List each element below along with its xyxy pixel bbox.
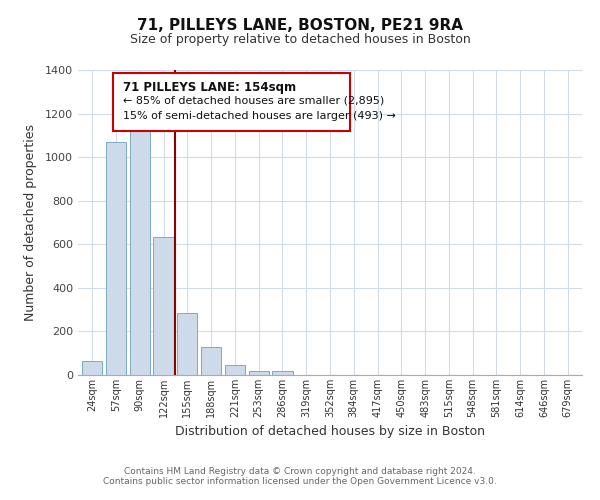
Text: 71, PILLEYS LANE, BOSTON, PE21 9RA: 71, PILLEYS LANE, BOSTON, PE21 9RA xyxy=(137,18,463,32)
Text: Contains public sector information licensed under the Open Government Licence v3: Contains public sector information licen… xyxy=(103,477,497,486)
Bar xyxy=(82,361,103,375)
Text: Size of property relative to detached houses in Boston: Size of property relative to detached ho… xyxy=(130,32,470,46)
Bar xyxy=(225,364,245,375)
Text: ← 85% of detached houses are smaller (2,895): ← 85% of detached houses are smaller (2,… xyxy=(124,96,385,106)
Text: 71 PILLEYS LANE: 154sqm: 71 PILLEYS LANE: 154sqm xyxy=(124,80,296,94)
Bar xyxy=(154,236,173,375)
Bar xyxy=(106,142,126,375)
Text: Contains HM Land Registry data © Crown copyright and database right 2024.: Contains HM Land Registry data © Crown c… xyxy=(124,467,476,476)
Bar xyxy=(248,370,269,375)
Bar xyxy=(272,371,293,375)
Bar xyxy=(201,346,221,375)
Bar xyxy=(130,122,150,375)
Y-axis label: Number of detached properties: Number of detached properties xyxy=(23,124,37,321)
FancyBboxPatch shape xyxy=(113,73,350,131)
Bar xyxy=(177,313,197,375)
X-axis label: Distribution of detached houses by size in Boston: Distribution of detached houses by size … xyxy=(175,426,485,438)
Text: 15% of semi-detached houses are larger (493) →: 15% of semi-detached houses are larger (… xyxy=(124,111,396,121)
